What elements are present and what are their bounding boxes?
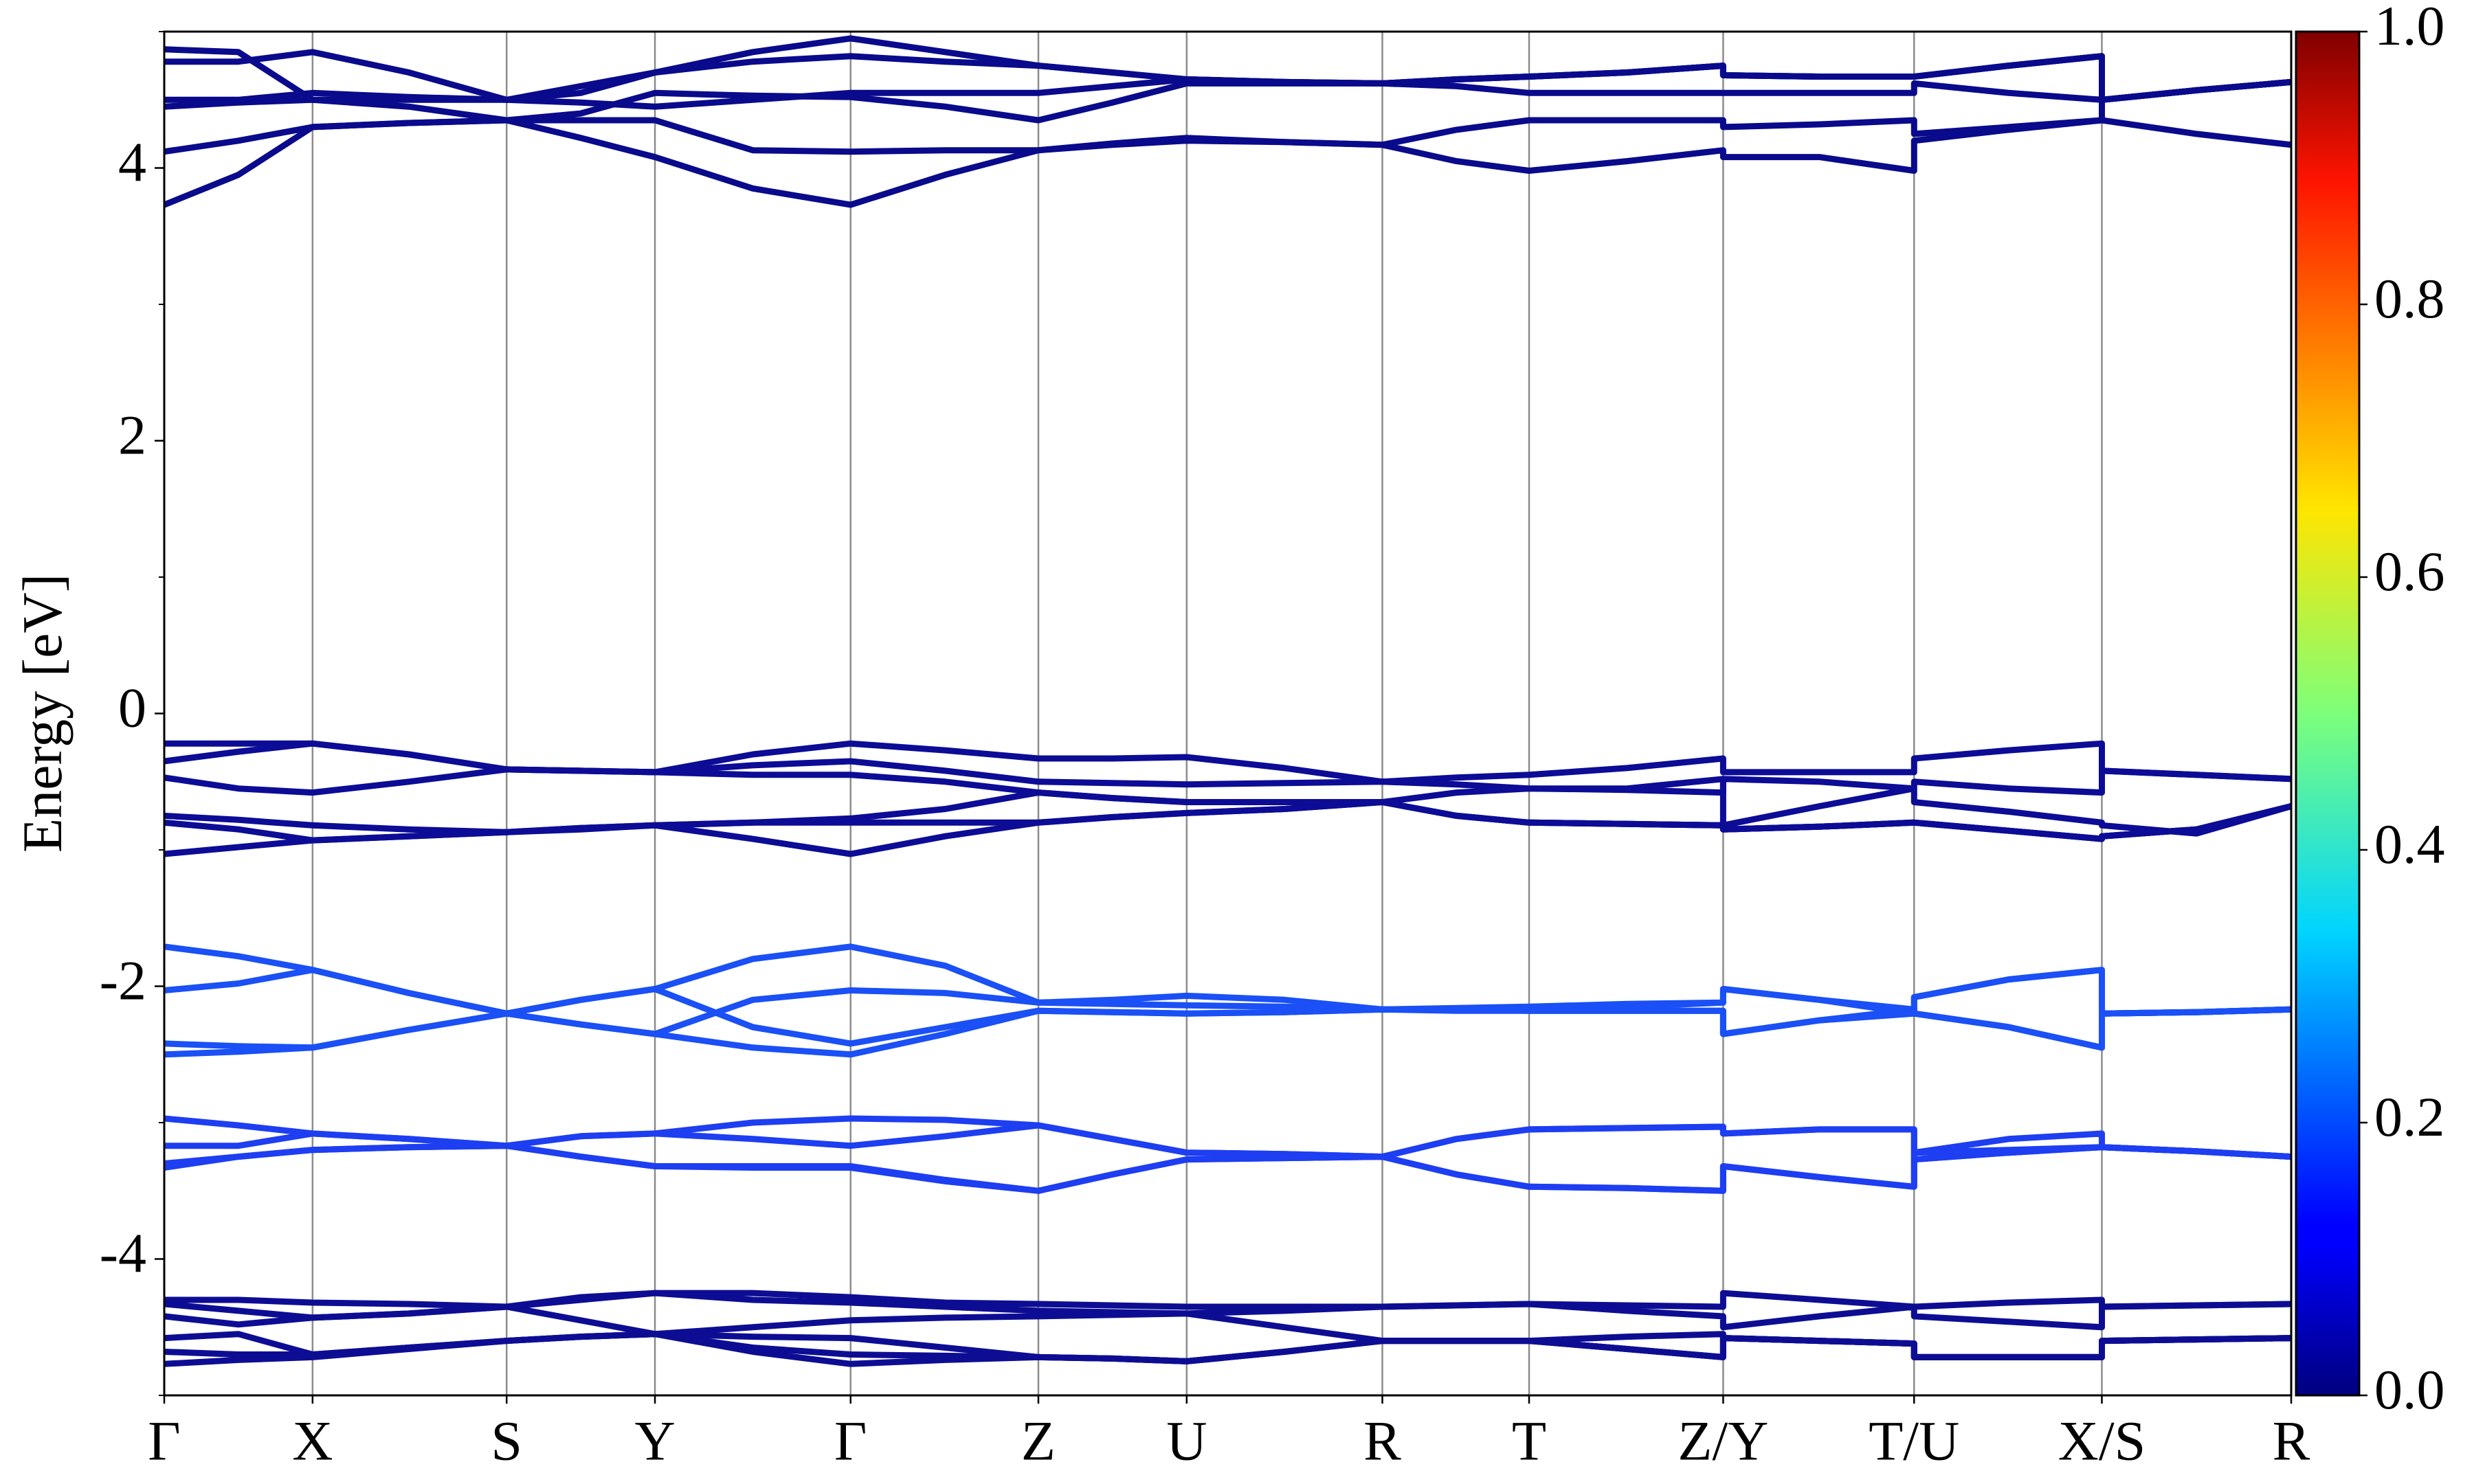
band-line [164,1290,2291,1331]
x-tick-label: T/U [1869,1409,1959,1472]
band-line [164,78,2291,155]
x-tick-label: Z [1021,1409,1056,1472]
y-tick-label: 2 [118,403,146,466]
band-line [164,1290,2291,1310]
band-line [164,49,2291,103]
x-tick-label: U [1166,1409,1207,1472]
colorbar-tick-label: 0.4 [2374,813,2445,875]
band-line [164,117,2291,208]
y-tick-label: -4 [100,1222,146,1284]
x-tick-label: R [2273,1409,2310,1472]
y-tick-label: -2 [100,949,146,1011]
band-line [164,740,2291,785]
band-line [164,35,2291,103]
x-tick-label: X [292,1409,333,1472]
colorbar-tick-label: 0.0 [2374,1358,2445,1421]
y-tick-label: 0 [118,676,146,739]
colorbar-tick-label: 0.8 [2374,267,2445,330]
plot-frame [163,30,2293,1397]
bands [164,35,2291,1367]
band-line [164,1331,2291,1367]
x-tick-label: Z/Y [1678,1409,1768,1472]
band-line [164,967,2291,1058]
y-axis-label: Energy [eV] [11,574,74,853]
colorbar [2295,30,2361,1397]
colorbar-tick-label: 0.6 [2374,540,2445,603]
band-line [164,799,2291,857]
x-tick-label: Y [634,1409,675,1472]
x-tick-label: Γ [148,1409,180,1472]
x-tick-label: R [1363,1409,1401,1472]
x-tick-label: X/S [2058,1409,2146,1472]
x-tick-label: T [1512,1409,1546,1472]
x-tick-label: Γ [834,1409,867,1472]
band-line [164,1143,2291,1194]
band-line [164,967,2291,1051]
colorbar-tick-label: 1.0 [2374,0,2445,57]
band-line [164,1122,2291,1163]
colorbar-tick-label: 0.2 [2374,1086,2445,1148]
x-tick-label: S [491,1409,522,1472]
y-tick-label: 4 [118,131,146,193]
